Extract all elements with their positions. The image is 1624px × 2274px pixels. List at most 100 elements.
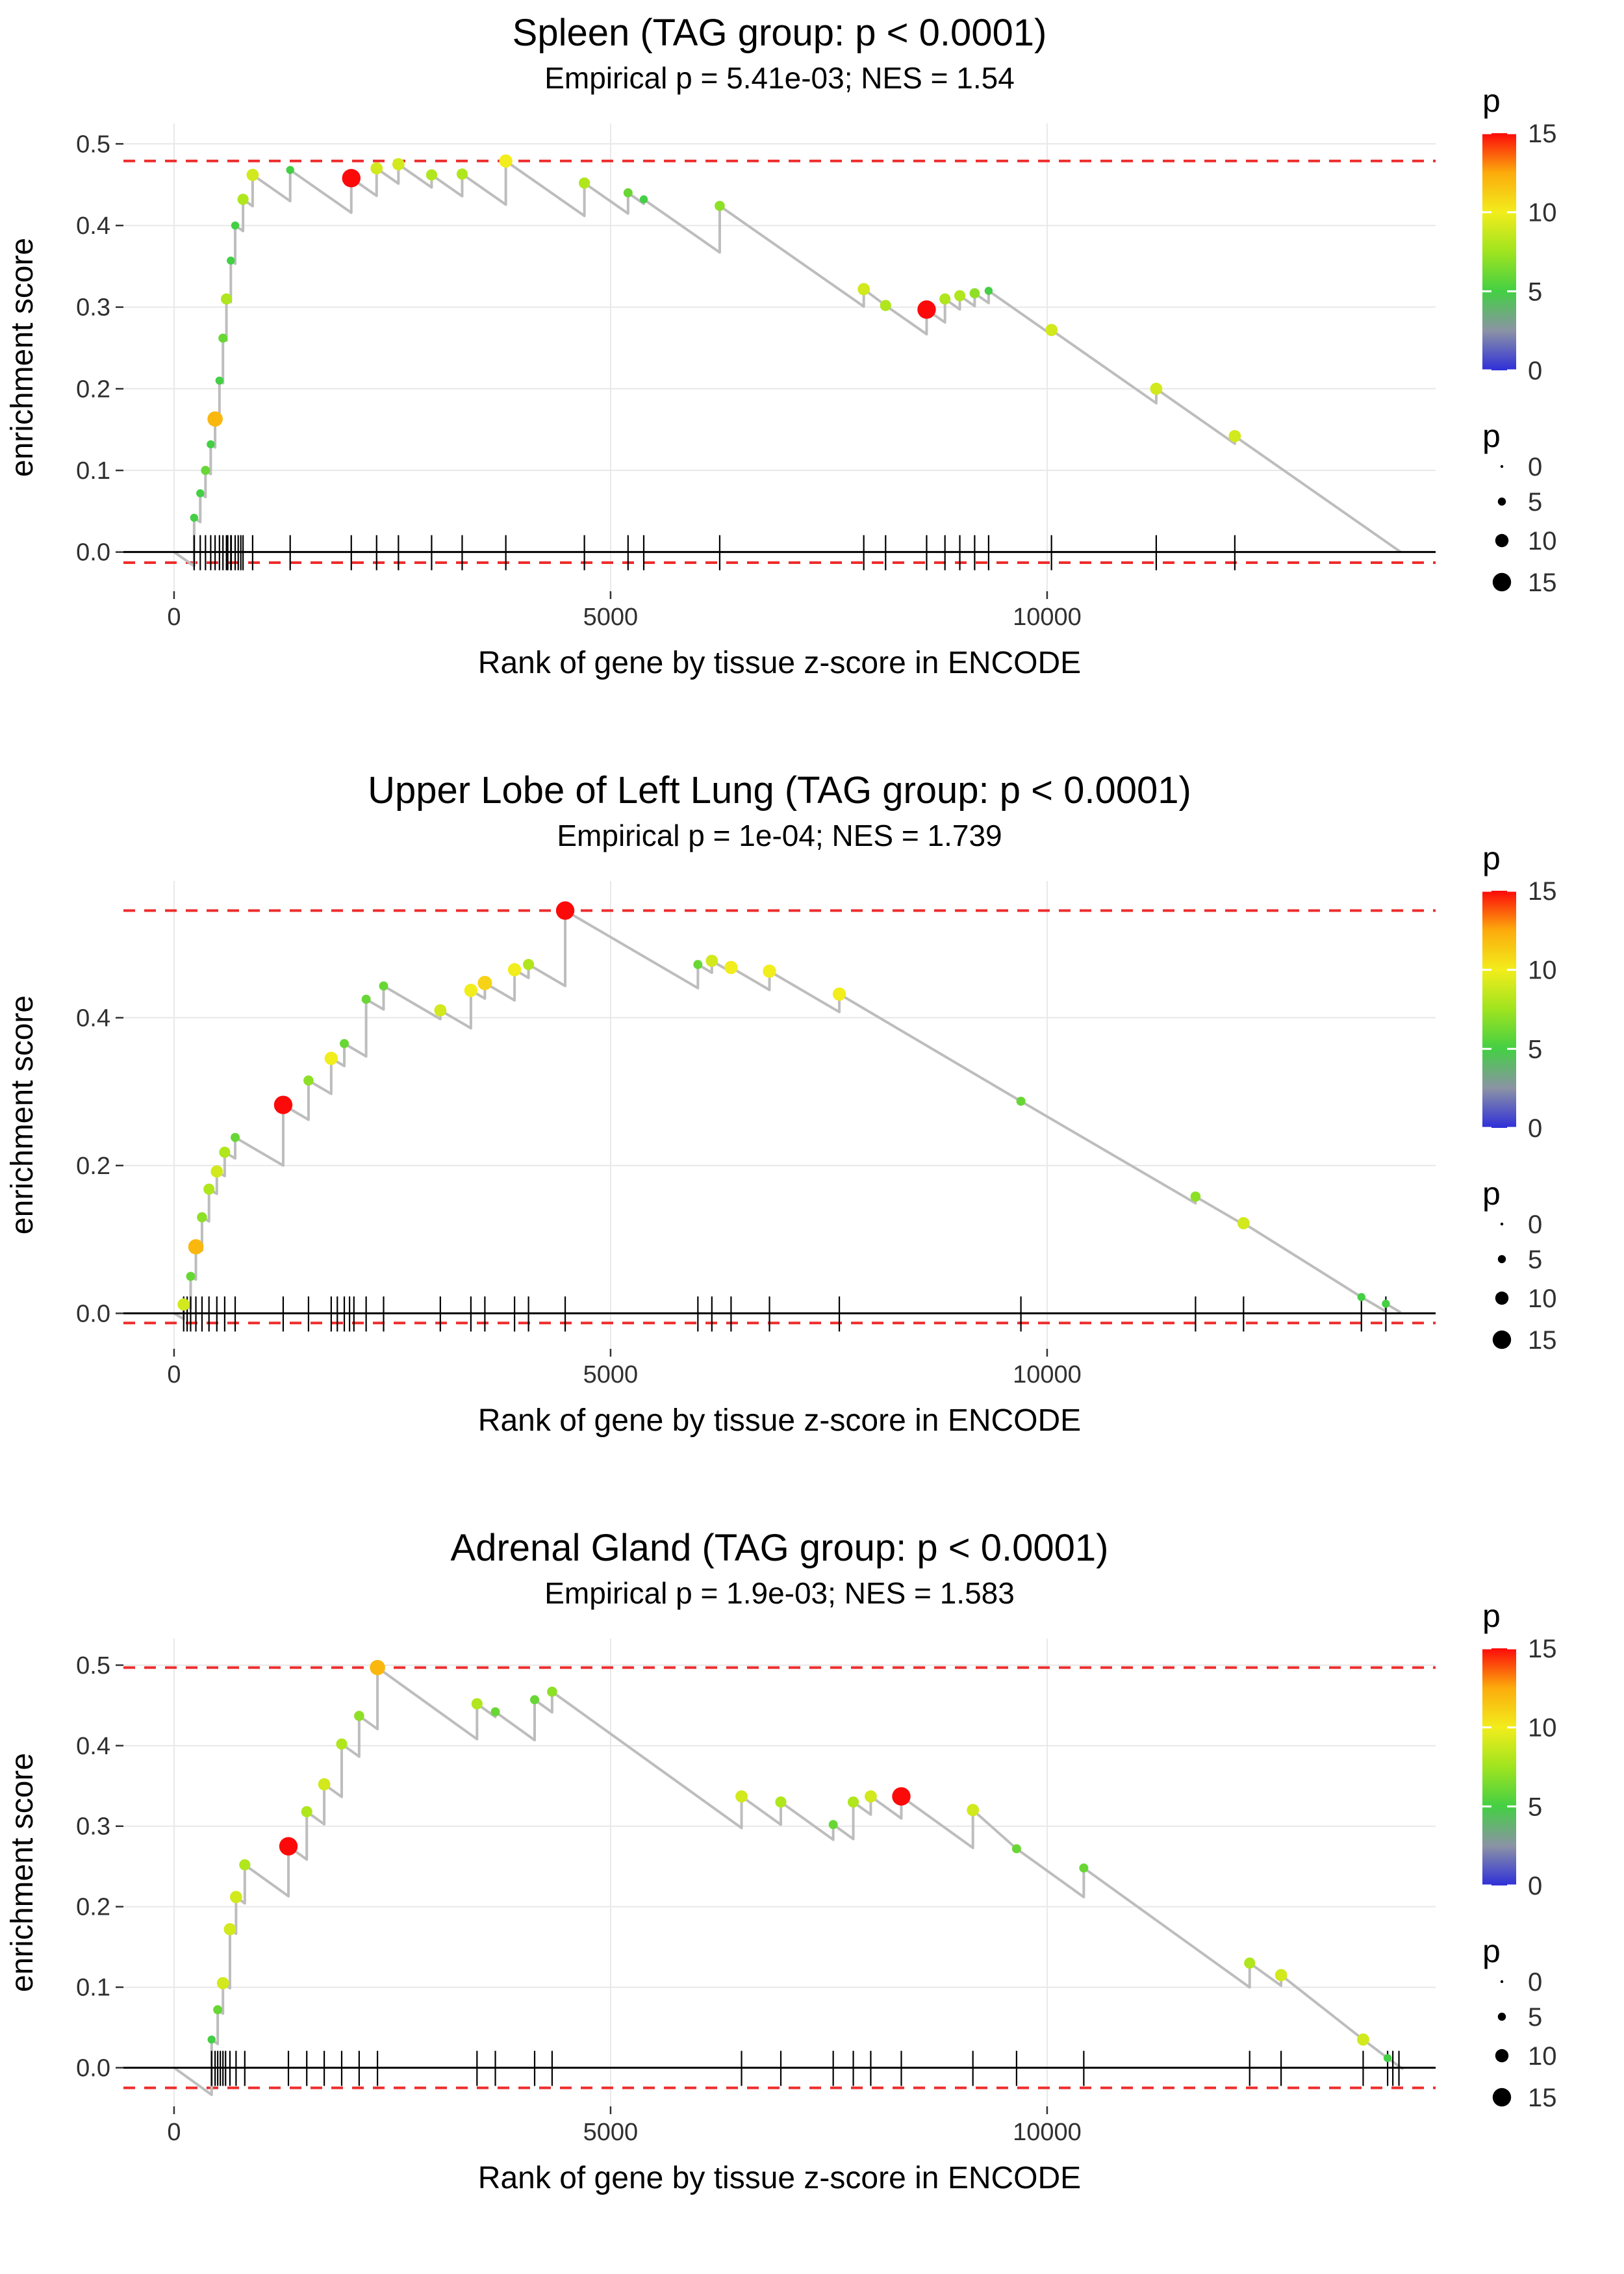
x-axis-title: Rank of gene by tissue z-score in ENCODE [478,2161,1081,2195]
y-tick-label: 0.5 [76,131,110,158]
color-legend-tick-label: 15 [1528,1635,1557,1663]
size-legend-dot [1500,1222,1504,1226]
enrichment-curve [173,909,1402,1321]
enrichment-chart-spleen: 0.0 0.1 0.2 0.3 0.4 0.5 0 5000 10000 p 0 5 10 15 p 0 5 10… [0,0,1624,758]
gene-hit-point [336,1738,348,1750]
x-tick-label: 5000 [583,604,639,631]
gene-hit-point [775,1796,787,1808]
gene-hit-point [547,1686,557,1697]
gene-hit-point [464,984,478,997]
gene-hit-point [969,288,980,299]
y-axis-title: enrichment score [5,1753,40,1992]
chart-subtitle: Empirical p = 5.41e-03; NES = 1.54 [544,61,1015,95]
y-tick-label: 0.2 [76,1894,110,1921]
gene-hit-point [1190,1191,1201,1202]
gene-hit-point [1016,1096,1026,1106]
gene-hit-point [196,489,205,498]
gene-hit-point [246,168,259,181]
color-legend-title: p [1482,83,1501,119]
gene-hit-point [623,188,633,198]
gene-hit-point [939,293,951,305]
gene-hit-point [715,201,725,211]
x-tick-label: 10000 [1013,604,1082,631]
y-tick-label: 0.1 [76,1974,110,2002]
y-tick-label: 0.0 [76,2055,110,2082]
gene-hit-point [354,1711,364,1721]
color-legend-tick-label: 15 [1528,877,1557,906]
gene-hit-point [530,1695,540,1705]
color-legend-tick-label: 0 [1528,1872,1542,1900]
size-legend-title: p [1482,418,1501,454]
size-legend-tick-label: 0 [1528,1968,1542,1997]
x-tick-label: 0 [167,604,181,631]
size-legend-dot [1500,1980,1504,1984]
gene-hit-point [223,1923,236,1935]
adrenal-plot-svg: 0.00.10.20.30.40.50 5000 10000p051015p0510… [5,1527,1557,2195]
size-legend-dot [1497,2012,1506,2021]
y-tick-label: 0.2 [76,376,110,403]
x-tick-label: 5000 [583,1361,639,1388]
gene-hit-point [1244,1957,1256,1969]
chart-subtitle: Empirical p = 1.9e-03; NES = 1.583 [544,1576,1015,1610]
chart-title: Upper Lobe of Left Lung (TAG group: p < … [368,769,1191,811]
size-legend-dot [1495,2049,1509,2063]
gene-hit-point [201,466,210,476]
gene-hit-point [499,154,513,168]
gene-hit-point [220,293,233,305]
size-legend-tick-label: 10 [1528,2042,1557,2071]
chart-title: Adrenal Gland (TAG group: p < 0.0001) [451,1527,1109,1569]
size-legend-tick-label: 5 [1528,2003,1542,2032]
gene-hit-point [342,168,361,188]
size-legend-tick-label: 10 [1528,1284,1557,1313]
gene-hit-point [1357,1293,1365,1301]
gene-hit-point [239,1859,251,1871]
enrichment-curve [173,1666,1404,2097]
enrichment-chart-adrenal-gland: 0.0 0.1 0.2 0.3 0.4 0.5 0 5000 10000 p 0 5 10 15 p 0 5 10… [0,1515,1624,2273]
y-tick-label: 0.3 [76,294,110,322]
gene-hit-point [207,2035,216,2044]
gene-hit-point [218,333,228,343]
color-legend-tick-label: 0 [1528,357,1542,385]
color-legend-tick-label: 10 [1528,1714,1557,1743]
enrichment-chart-upper-lobe-left-lung: 0.0 0.2 0.4 0 5000 10000 p 0 5 10 15 p 0 5 10 15 Upper … [0,758,1624,1515]
size-legend-dot [1492,572,1512,592]
gene-hit-point [425,169,438,181]
gene-hit-point [967,1804,980,1817]
x-tick-label: 5000 [583,2119,639,2146]
gene-hit-point [1150,382,1163,395]
gene-hit-point [1237,1217,1250,1230]
gene-hit-point [456,168,468,180]
color-legend-tick-label: 5 [1528,1793,1542,1821]
gene-hit-point [865,1790,877,1803]
gene-hit-point [828,1820,838,1830]
gene-hit-point [477,975,492,990]
y-tick-label: 0.0 [76,539,110,567]
gene-hit-point [471,1698,483,1709]
x-axis-title: Rank of gene by tissue z-score in ENCODE [478,1403,1081,1438]
size-legend-dot [1492,1330,1512,1349]
size-legend-dot [1497,497,1506,506]
x-tick-label: 10000 [1013,2119,1082,2146]
gene-hit-point [555,901,575,920]
gene-hit-point [186,1271,196,1281]
gene-hit-point [847,1796,859,1808]
gene-hit-point [216,1976,229,1989]
gene-hit-point [490,1707,500,1717]
color-legend-tick-label: 10 [1528,199,1557,227]
gene-hit-point [917,300,936,319]
size-legend-tick-label: 5 [1528,488,1542,517]
gene-hit-point [693,960,703,969]
plot-area: 0.00.10.20.30.40.50 5000 10000p051015p0510… [76,83,1556,631]
gene-hit-point [370,1659,385,1676]
chart-title: Spleen (TAG group: p < 0.0001) [513,12,1047,54]
y-axis-title: enrichment score [5,995,40,1234]
gene-hit-point [219,1146,231,1158]
gene-hit-point [215,376,224,385]
y-tick-label: 0.1 [76,457,110,485]
size-legend-title: p [1482,1933,1501,1969]
size-legend-dot [1495,1291,1509,1305]
gene-hit-point [1275,1969,1288,1982]
color-legend-title: p [1482,840,1501,876]
